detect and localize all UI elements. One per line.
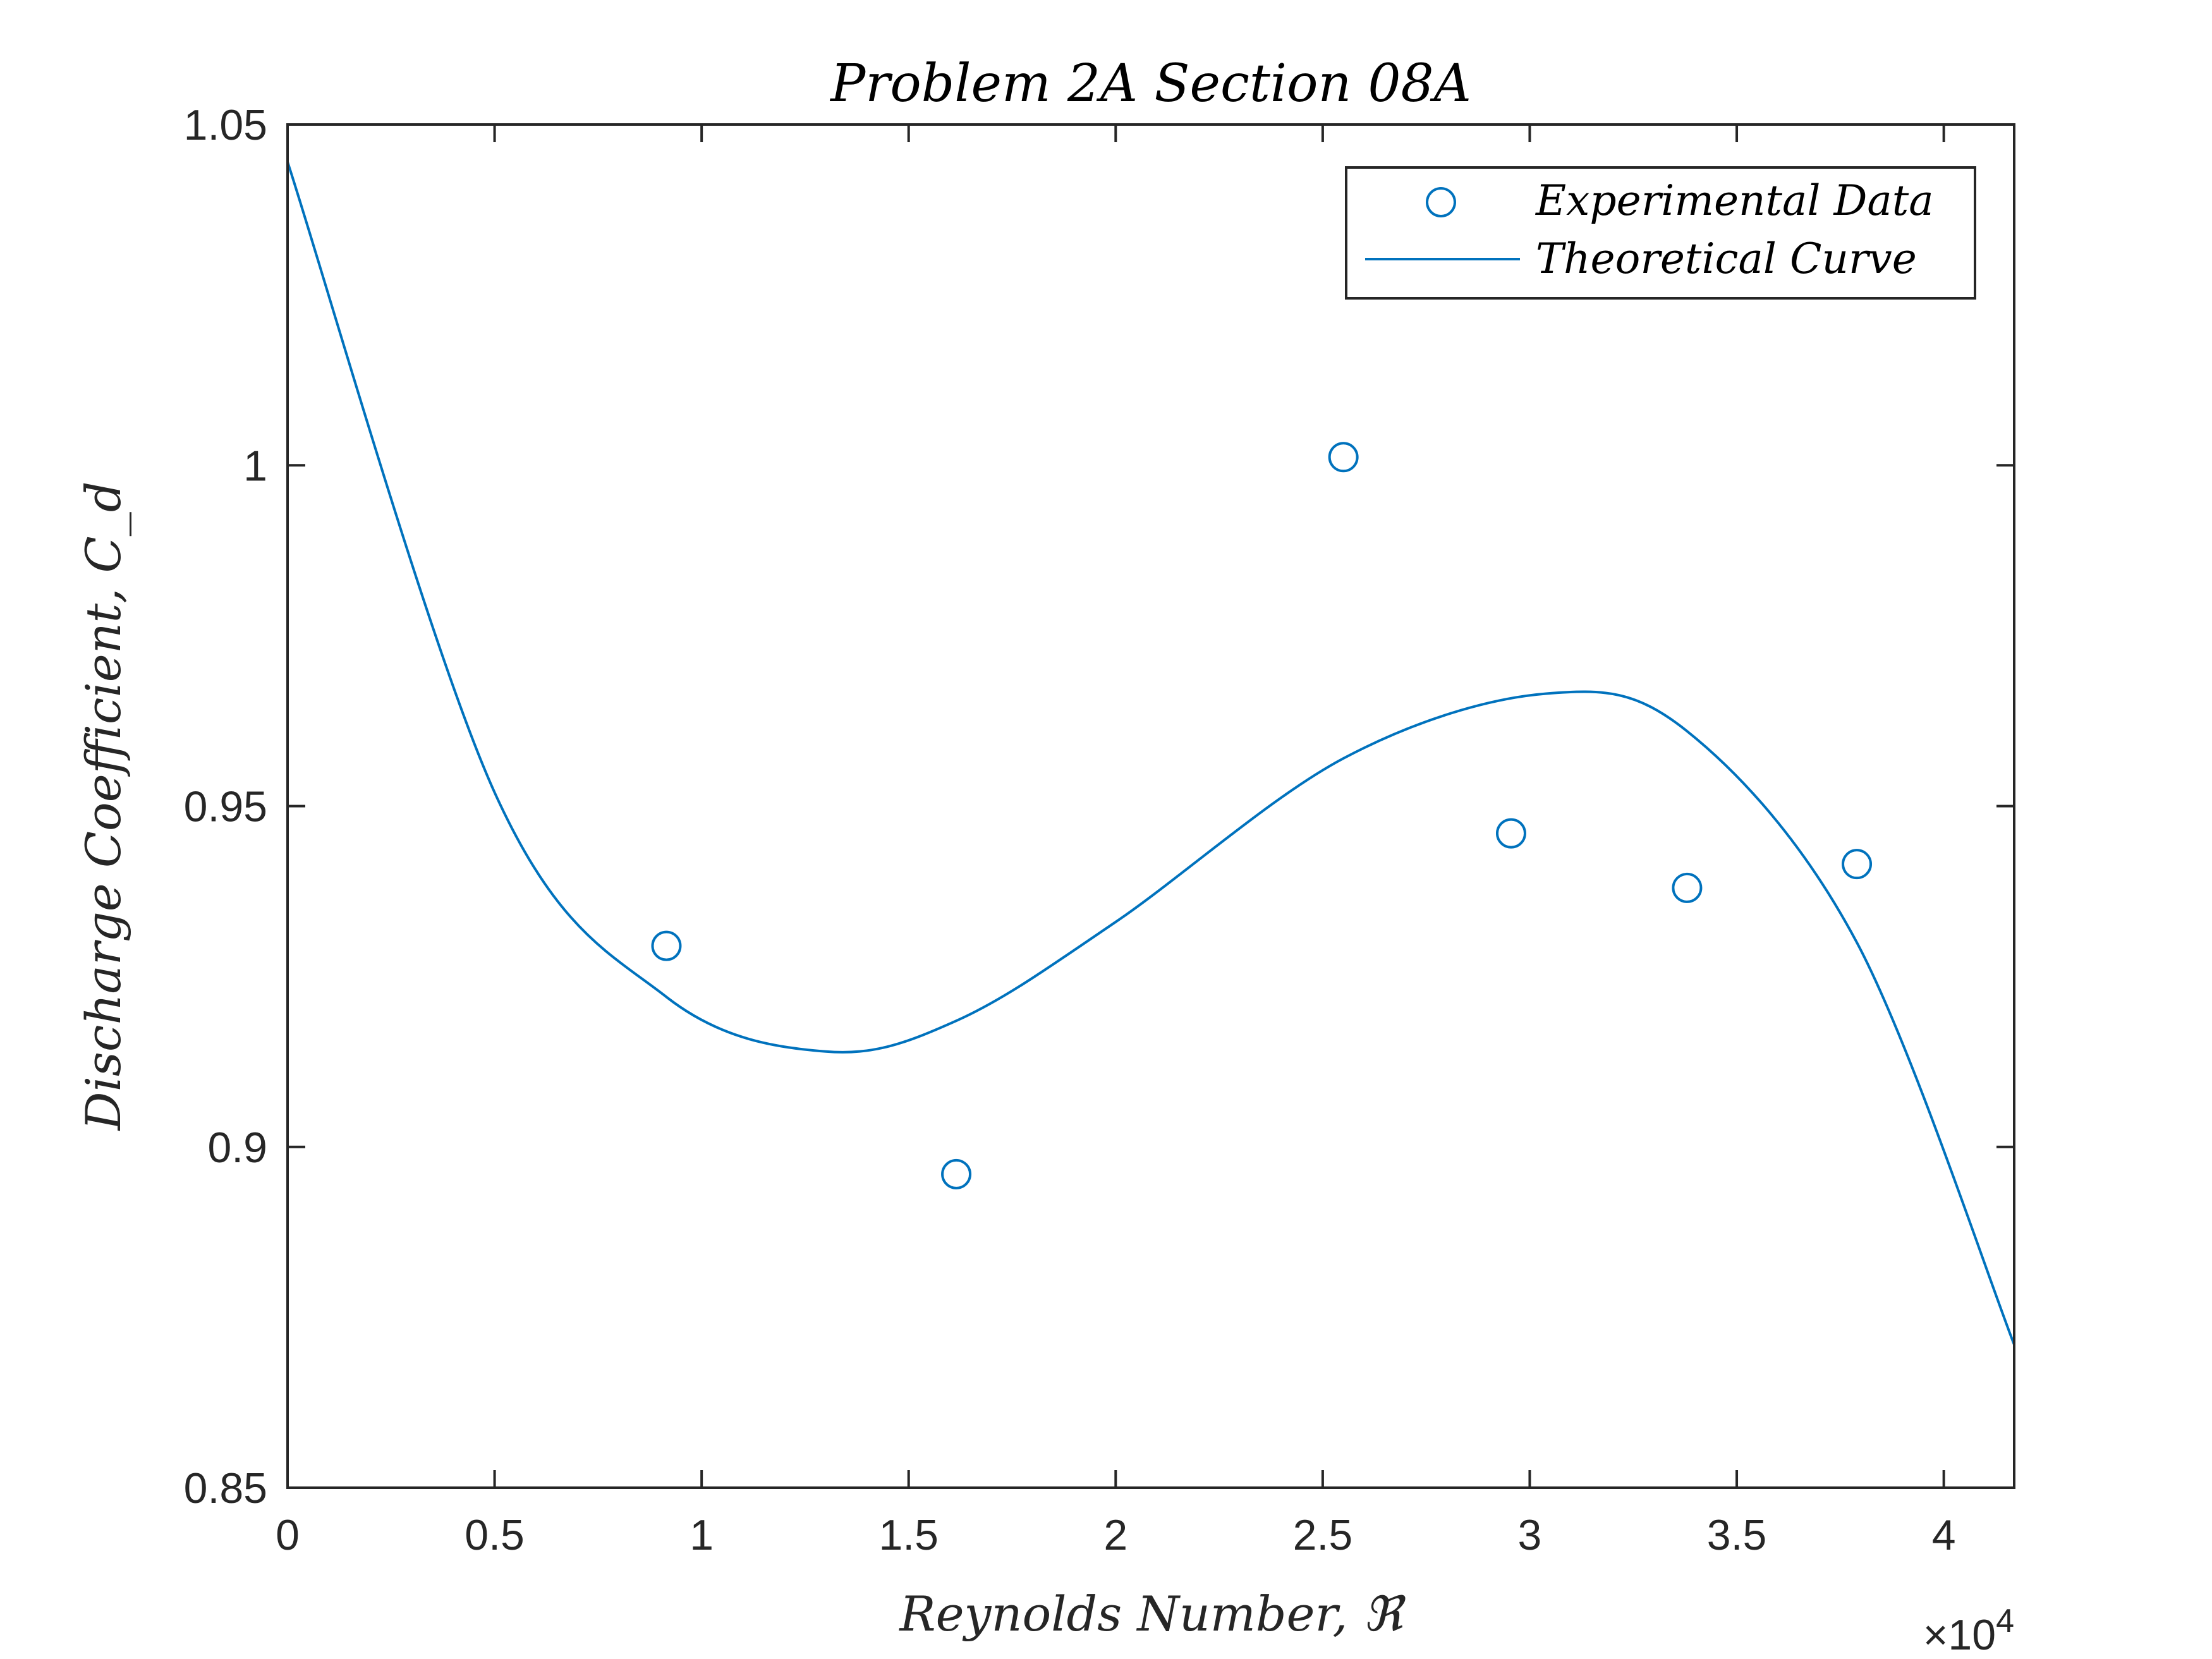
x-tick-label: 0.5 (465, 1511, 525, 1559)
y-axis-label: Discharge Coefficient, C_d (75, 482, 131, 1132)
axes-box (286, 123, 2015, 1489)
x-exponent-label: ×104 (1923, 1603, 2014, 1659)
x-tick-label: 1 (690, 1511, 714, 1559)
y-tick-label: 0.95 (184, 783, 267, 831)
legend: Experimental Data Theoretical Curve (1345, 166, 1976, 300)
x-tick-label: 0 (276, 1511, 300, 1559)
y-tick-label: 0.9 (207, 1124, 267, 1172)
legend-marker-experimental (1426, 187, 1456, 217)
x-tick-label: 2.5 (1293, 1511, 1353, 1559)
x-tick-label: 4 (1932, 1511, 1956, 1559)
tick-labels: 0 0.5 1 1.5 2 2.5 3 3.5 4 0.85 0.9 0.95 1 1.05 (184, 101, 1956, 1559)
y-tick-label: 1.05 (184, 101, 267, 149)
x-tick-label: 1.5 (878, 1511, 939, 1559)
experimental-data-point (651, 930, 682, 961)
experimental-data-point (1495, 818, 1526, 849)
x-tick-label: 3 (1518, 1511, 1542, 1559)
curve-layer (286, 161, 2015, 1346)
x-axis-label: Reynolds Number, ℜ (898, 1586, 1406, 1642)
y-tick-label: 1 (243, 442, 267, 490)
experimental-data-point (1842, 849, 1873, 880)
legend-label-theoretical: Theoretical Curve (1536, 234, 1917, 283)
plot-area (288, 125, 2014, 1488)
y-tick-label: 0.85 (184, 1464, 267, 1512)
theoretical-curve-line (286, 161, 2015, 1346)
legend-box (1345, 166, 1976, 300)
x-tick-label: 2 (1103, 1511, 1127, 1559)
markers-layer (651, 442, 1873, 1189)
chart-title: Problem 2A Section 08A (829, 54, 1471, 114)
experimental-data-point (941, 1158, 972, 1189)
legend-label-experimental: Experimental Data (1535, 176, 1934, 225)
x-tick-label: 3.5 (1707, 1511, 1767, 1559)
experimental-data-point (1672, 872, 1703, 903)
experimental-data-point (1328, 442, 1359, 473)
